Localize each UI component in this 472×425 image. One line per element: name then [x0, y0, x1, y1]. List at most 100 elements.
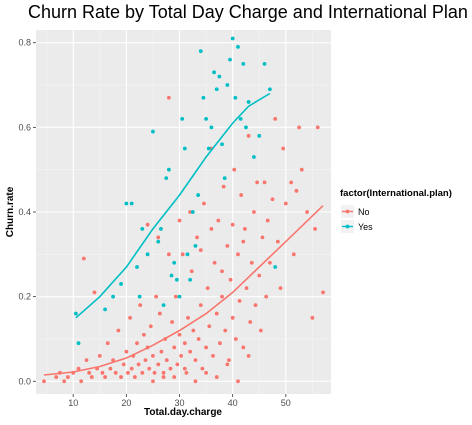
data-point-no: [227, 358, 231, 362]
data-point-no: [116, 329, 120, 333]
data-point-no: [259, 329, 263, 333]
data-point-yes: [74, 312, 78, 316]
data-point-no: [211, 354, 215, 358]
data-point-yes: [146, 252, 150, 256]
legend-keys: No Yes: [341, 205, 373, 233]
data-point-no: [284, 202, 288, 206]
y-tick-label: 0.6: [18, 122, 31, 132]
data-point-no: [85, 358, 89, 362]
data-point-no: [257, 274, 261, 278]
data-point-no: [199, 248, 203, 252]
data-point-no: [241, 346, 245, 350]
data-point-no: [215, 312, 219, 316]
data-point-no: [162, 375, 166, 379]
data-point-no: [220, 295, 224, 299]
data-point-no: [266, 219, 270, 223]
data-point-no: [305, 210, 309, 214]
data-point-no: [247, 134, 251, 138]
data-point-yes: [151, 130, 155, 134]
data-point-no: [175, 362, 179, 366]
data-point-no: [165, 358, 169, 362]
data-point-no: [316, 125, 320, 129]
data-point-no: [160, 350, 164, 354]
data-point-no: [194, 358, 198, 362]
data-point-no: [140, 371, 144, 375]
data-point-no: [197, 337, 201, 341]
data-point-yes: [167, 168, 171, 172]
data-point-no: [114, 371, 118, 375]
y-tick-label: 0.4: [18, 207, 31, 217]
data-point-no: [243, 227, 247, 231]
data-point-no: [204, 371, 208, 375]
data-point-no: [239, 193, 243, 197]
data-point-no: [292, 252, 296, 256]
data-point-no: [178, 219, 182, 223]
data-point-no: [238, 299, 242, 303]
data-point-yes: [188, 278, 192, 282]
data-point-no: [98, 354, 102, 358]
data-point-no: [172, 375, 176, 379]
data-point-no: [231, 316, 235, 320]
data-point-no: [297, 125, 301, 129]
data-point-no: [216, 219, 220, 223]
data-point-yes: [164, 176, 168, 180]
data-point-yes: [180, 117, 184, 121]
data-point-no: [183, 341, 187, 345]
legend-key-point: [346, 210, 350, 214]
data-point-no: [178, 333, 182, 337]
data-point-no: [179, 354, 183, 358]
data-point-yes: [273, 265, 277, 269]
data-point-no: [153, 371, 157, 375]
legend-label-no: No: [358, 207, 370, 217]
legend-key-point: [346, 225, 350, 229]
data-point-no: [191, 329, 195, 333]
data-point-yes: [178, 295, 182, 299]
data-point-no: [279, 286, 283, 290]
data-point-yes: [202, 96, 206, 100]
x-tick-label: 50: [281, 398, 291, 408]
data-point-no: [156, 235, 160, 239]
data-point-yes: [228, 58, 232, 62]
data-point-no: [142, 333, 146, 337]
data-point-no: [281, 147, 285, 151]
data-point-no: [188, 350, 192, 354]
legend-label-yes: Yes: [358, 222, 373, 232]
data-point-no: [207, 324, 211, 328]
data-point-no: [54, 375, 58, 379]
x-tick-label: 10: [68, 398, 78, 408]
data-point-yes: [140, 227, 144, 231]
data-point-yes: [225, 83, 229, 87]
legend-title: factor(International.plan): [340, 188, 452, 199]
data-point-no: [195, 235, 199, 239]
y-axis-title: Churn.rate: [5, 186, 16, 237]
data-point-no: [135, 341, 139, 345]
data-point-no: [295, 189, 299, 193]
data-point-no: [93, 291, 97, 295]
data-point-yes: [119, 282, 123, 286]
data-point-yes: [196, 193, 200, 197]
data-point-no: [181, 252, 185, 256]
data-point-no: [185, 371, 189, 375]
data-point-yes: [138, 295, 142, 299]
data-point-no: [172, 346, 176, 350]
data-point-no: [158, 312, 162, 316]
data-point-no: [313, 227, 317, 231]
data-point-no: [289, 180, 293, 184]
data-point-yes: [186, 252, 190, 256]
data-point-no: [156, 362, 160, 366]
data-point-no: [273, 117, 277, 121]
y-tick-label: 0.0: [18, 376, 31, 386]
data-point-no: [268, 261, 272, 265]
data-point-no: [229, 278, 233, 282]
data-point-no: [199, 303, 203, 307]
data-point-no: [87, 371, 91, 375]
data-point-yes: [170, 274, 174, 278]
data-point-no: [204, 346, 208, 350]
data-point-no: [103, 375, 107, 379]
data-point-no: [222, 185, 226, 189]
data-point-no: [106, 341, 110, 345]
data-point-no: [190, 269, 194, 273]
data-point-no: [149, 324, 153, 328]
data-point-no: [210, 227, 214, 231]
data-point-yes: [135, 265, 139, 269]
